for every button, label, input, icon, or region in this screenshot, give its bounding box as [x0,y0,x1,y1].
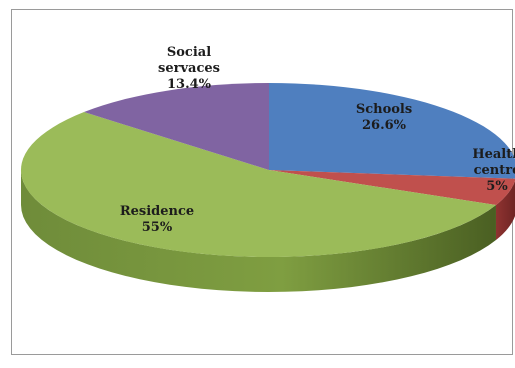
pie-side-health-centre [495,181,515,241]
pie-slices [20,83,515,258]
pie-label-residence: Residence 55% [120,204,194,235]
pie-side-walls [21,170,515,292]
pie-side-residence [21,170,496,292]
pie-label-health-centre: Healthcentre5% [472,147,515,194]
pie-slice-schools [269,83,515,179]
pie-slice-health-centre [269,170,515,206]
pie-label-schools: Schools 26.6% [356,102,412,133]
pie-slice-residence [20,112,496,258]
pie-label-social-servaces: Social servaces 13.4% [158,45,220,92]
pie-slice-social-servaces [84,83,269,170]
